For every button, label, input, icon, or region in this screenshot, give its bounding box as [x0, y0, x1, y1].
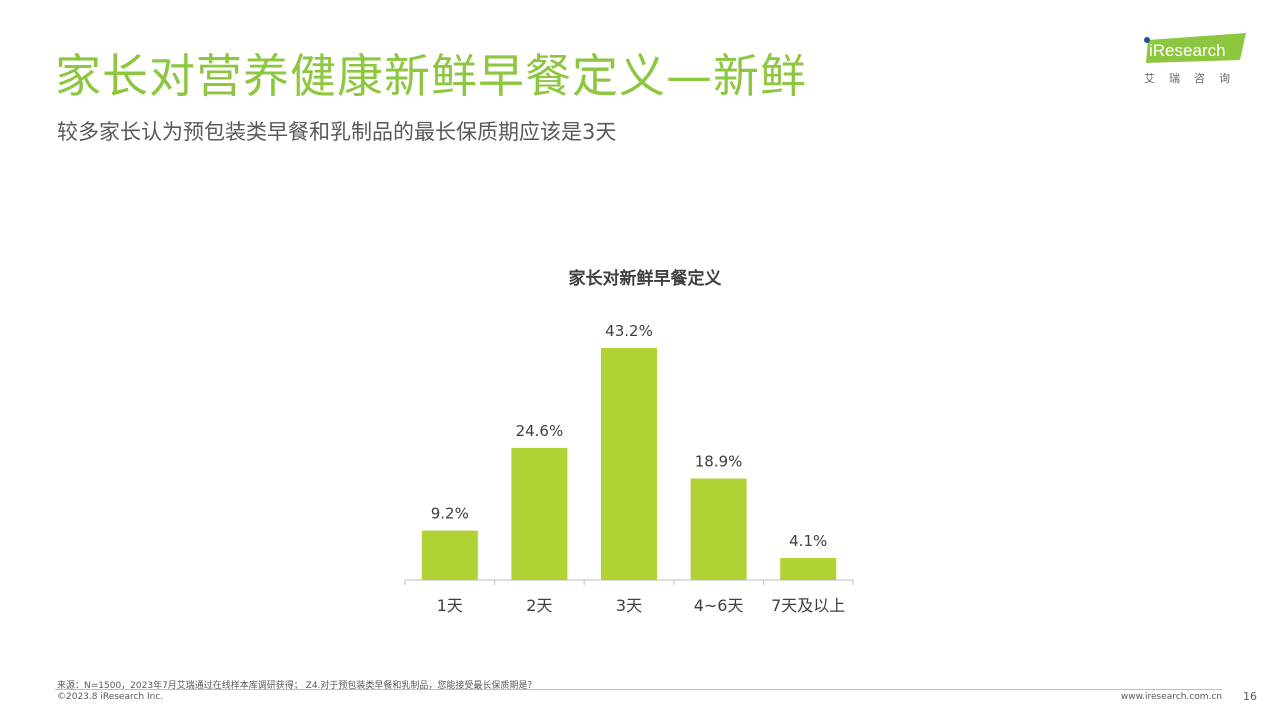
x-tick-label: 3天: [616, 596, 642, 615]
x-tick-label: 4~6天: [694, 596, 744, 615]
page-subtitle: 较多家长认为预包装类早餐和乳制品的最长保质期应该是3天: [57, 120, 617, 144]
x-tick-label: 7天及以上: [771, 596, 845, 615]
data-label: 4.1%: [789, 532, 827, 550]
data-label: 9.2%: [431, 505, 469, 523]
data-label: 43.2%: [605, 322, 653, 340]
chart-title: 家长对新鲜早餐定义: [568, 269, 722, 289]
bar: [511, 447, 568, 580]
logo-dot: [1144, 37, 1150, 43]
page-number: 16: [1243, 690, 1257, 703]
data-label: 18.9%: [695, 453, 743, 471]
copyright: ©2023.8 iResearch Inc.: [57, 692, 164, 702]
page-title: 家长对营养健康新鲜早餐定义—新鲜: [55, 49, 807, 103]
bar: [421, 530, 478, 580]
bar: [690, 478, 747, 580]
x-tick-label: 1天: [437, 596, 463, 615]
x-tick-label: 2天: [526, 596, 552, 615]
source-note: 来源：N=1500，2023年7月艾瑞通过在线样本库调研获得； Z4.对于预包装…: [57, 681, 537, 691]
website-link[interactable]: www.iresearch.com.cn: [1120, 692, 1222, 702]
iresearch-logo: iResearch: [1144, 33, 1246, 63]
footer-divider: [55, 689, 1222, 690]
data-label: 24.6%: [516, 422, 564, 440]
bar: [601, 348, 657, 580]
logo-chinese-name: 艾瑞咨询: [1144, 72, 1244, 85]
logo-banner: [1146, 33, 1246, 63]
logo-text: iResearch: [1149, 41, 1226, 60]
bar: [780, 557, 837, 580]
